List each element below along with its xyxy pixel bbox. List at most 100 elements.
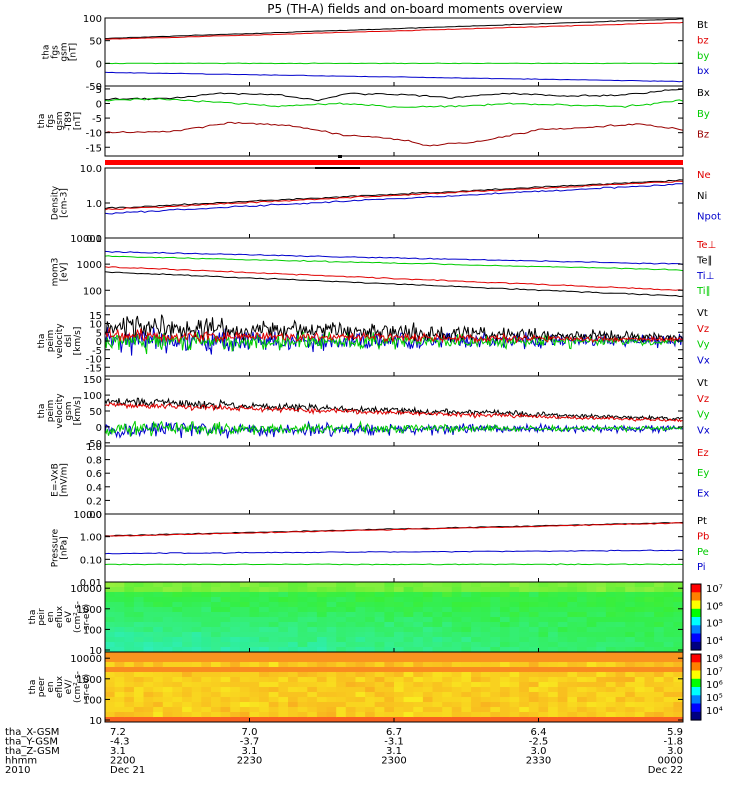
spectrogram-cell (297, 712, 308, 718)
spectrogram-cell (172, 637, 183, 643)
spectrogram-cell (384, 632, 395, 638)
spectrogram-cell (615, 697, 626, 703)
spectrogram-cell (490, 637, 501, 643)
spectrogram-cell (615, 647, 626, 652)
spectrogram-cell (567, 677, 578, 683)
spectrogram-cell (509, 697, 520, 703)
spectrogram-cell (625, 627, 636, 633)
spectrogram-cell (278, 647, 289, 652)
spectrogram-cell (509, 622, 520, 628)
spectrogram-cell (500, 687, 511, 693)
spectrogram-cell (548, 647, 559, 652)
spectrogram-cell (288, 687, 299, 693)
spectrogram-cell (548, 652, 559, 658)
y-axis-label: peir (37, 608, 47, 626)
spectrogram-cell (211, 652, 222, 658)
spectrogram-cell (519, 582, 530, 588)
spectrogram-cell (105, 677, 116, 683)
spectrogram-cell (654, 597, 665, 603)
legend-Ti∥: Ti∥ (696, 286, 711, 297)
spectrogram-cell (644, 607, 655, 613)
spectrogram-cell (480, 677, 491, 683)
spectrogram-cell (162, 677, 173, 683)
spectrogram-cell (538, 692, 549, 698)
spectrogram-cell (220, 672, 231, 678)
spectrogram-cell (365, 607, 376, 613)
spectrogram-cell (336, 687, 347, 693)
spectrogram-cell (615, 602, 626, 608)
spectrogram-cell (211, 692, 222, 698)
spectrogram-cell (374, 682, 385, 688)
spectrogram-cell (615, 702, 626, 708)
spectrogram-cell (538, 597, 549, 603)
spectrogram-cell (422, 592, 434, 598)
spectrogram-cell (182, 657, 193, 663)
spectrogram-cell (442, 607, 453, 613)
y-tick-label: 10 (89, 646, 102, 657)
spectrogram-cell (355, 607, 366, 613)
colorbar-tick-label: 10⁴ (706, 706, 723, 717)
spectrogram-cell (442, 707, 453, 713)
spectrogram-cell (326, 592, 337, 598)
spectrogram-cell (153, 652, 164, 658)
spectrogram-cell (557, 617, 568, 623)
spectrogram-cell (124, 592, 135, 598)
spectrogram-cell (471, 677, 482, 683)
y-tick-label: 10 (89, 716, 102, 727)
series-Pb (105, 522, 683, 537)
spectrogram-cell (605, 697, 617, 703)
spectrogram-cell (143, 712, 154, 718)
spectrogram-cell (634, 682, 645, 688)
spectrogram-cell (307, 682, 318, 688)
spectrogram-cell (374, 712, 385, 718)
spectrogram-cell (586, 587, 597, 593)
spectrogram-cell (172, 662, 183, 668)
spectrogram-cell (239, 612, 251, 618)
spectrogram-cell (211, 597, 222, 603)
spectrogram-cell (239, 622, 251, 628)
spectrogram-cell (451, 657, 462, 663)
spectrogram-cell (394, 592, 405, 598)
spectrogram-cell (528, 607, 540, 613)
spectrogram-cell (288, 607, 299, 613)
spectrogram-cell (211, 712, 222, 718)
spectrogram-cell (278, 612, 289, 618)
spectrogram-cell (384, 717, 395, 722)
spectrogram-cell (644, 687, 655, 693)
spectrogram-cell (432, 667, 443, 673)
spectrogram-cell (249, 647, 260, 652)
spectrogram-cell (451, 692, 462, 698)
spectrogram-cell (403, 717, 414, 722)
spectrogram-cell (577, 647, 588, 652)
spectrogram-cell (124, 672, 135, 678)
spectrogram-cell (577, 592, 588, 598)
spectrogram-cell (442, 647, 453, 652)
spectrogram-cell (490, 602, 501, 608)
spectrogram-cell (133, 652, 145, 658)
spectrogram-cell (297, 632, 308, 638)
x-tick-label: 3.0 (531, 746, 547, 757)
spectrogram-cell (567, 652, 578, 658)
spectrogram-cell (268, 702, 279, 708)
spectrogram-cell (557, 667, 568, 673)
spectrogram-cell (345, 602, 356, 608)
spectrogram-cell (461, 612, 472, 618)
spectrogram-cell (528, 712, 540, 718)
spectrogram-cell (432, 657, 443, 663)
spectrogram-cell (577, 662, 588, 668)
spectrogram-cell (528, 657, 540, 663)
spectrogram-cell (644, 647, 655, 652)
spectrogram-cell (249, 687, 260, 693)
spectrogram-cell (451, 602, 462, 608)
spectrogram-cell (461, 712, 472, 718)
spectrogram-cell (509, 587, 520, 593)
spectrogram-cell (605, 672, 617, 678)
spectrogram-cell (644, 592, 655, 598)
spectrogram-cell (519, 692, 530, 698)
spectrogram-cell (114, 612, 125, 618)
spectrogram-cell (307, 617, 318, 623)
spectrogram-cell (577, 587, 588, 593)
spectrogram-cell (182, 597, 193, 603)
spectrogram-cell (644, 612, 655, 618)
